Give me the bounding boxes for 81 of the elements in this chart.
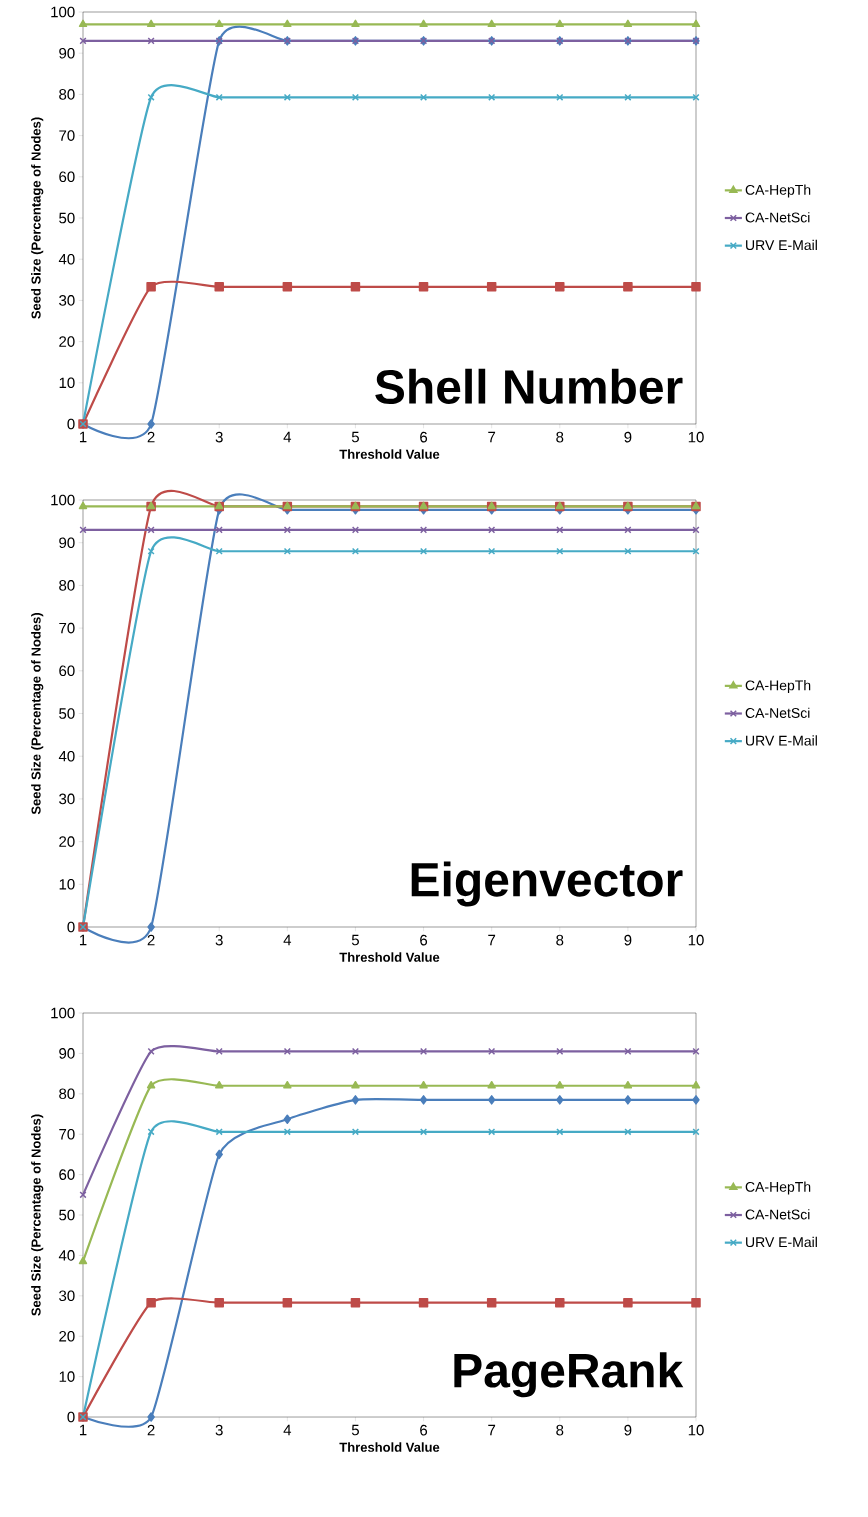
x-tick-label: 3 <box>215 934 223 946</box>
legend-label: CA-HepTh <box>745 184 811 198</box>
legend-label: CA-NetSci <box>745 1209 810 1220</box>
x-tick-label: 2 <box>147 431 155 443</box>
y-tick-label: 60 <box>59 1169 75 1180</box>
x-tick-label: 9 <box>624 1424 632 1436</box>
x-tick-label: 7 <box>488 934 496 946</box>
x-tick-label: 6 <box>420 934 428 946</box>
y-tick-label: 100 <box>51 494 75 506</box>
y-tick-label: 70 <box>59 130 75 141</box>
x-tick-label: 5 <box>351 1424 359 1436</box>
y-tick-label: 20 <box>59 336 75 347</box>
y-tick-label: 20 <box>59 836 75 847</box>
y-tick-label: 40 <box>58 253 75 265</box>
x-tick-label: 8 <box>556 1424 564 1436</box>
y-tick-label: 80 <box>59 1088 75 1100</box>
y-tick-label: 90 <box>59 537 75 549</box>
y-tick-label: 40 <box>58 750 75 762</box>
x-tick-label: 2 <box>147 934 155 946</box>
x-tick-label: 8 <box>556 934 564 946</box>
x-tick-label: 1 <box>79 431 87 443</box>
x-tick-label: 10 <box>688 431 704 443</box>
legend-label: URV E-Mail <box>746 239 817 251</box>
x-tick-label: 5 <box>351 934 359 946</box>
y-tick-label: 60 <box>59 665 75 677</box>
legend-label: CA-HepTh <box>745 680 811 694</box>
y-tick-label: 90 <box>59 1048 75 1059</box>
x-tick-label: 6 <box>420 431 428 443</box>
y-tick-label: 80 <box>59 580 75 591</box>
x-tick-label: 3 <box>215 1424 223 1436</box>
y-tick-label: 30 <box>59 793 75 805</box>
y-axis-title: Seed Size (Percentage of Nodes) <box>31 613 44 815</box>
y-tick-label: 50 <box>59 708 75 719</box>
x-tick-label: 10 <box>688 934 704 946</box>
legend-label: URV E-Mail <box>746 1236 817 1248</box>
x-tick-label: 8 <box>556 431 564 443</box>
y-tick-label: 60 <box>59 171 75 183</box>
y-tick-label: 30 <box>59 295 75 306</box>
y-tick-label: 70 <box>59 622 75 634</box>
y-tick-label: 70 <box>59 1128 75 1140</box>
legend-label: CA-NetSci <box>745 212 810 223</box>
x-tick-label: 9 <box>624 934 632 946</box>
x-tick-label: 10 <box>688 1424 704 1436</box>
y-tick-label: 0 <box>67 921 75 933</box>
y-tick-label: 80 <box>59 89 75 100</box>
y-tick-label: 100 <box>51 6 75 18</box>
legend-label: CA-HepTh <box>745 1181 811 1195</box>
x-tick-label: 9 <box>624 431 632 443</box>
x-tick-label: 4 <box>283 1424 292 1436</box>
y-tick-label: 20 <box>59 1330 75 1342</box>
x-tick-label: 6 <box>420 1424 428 1436</box>
y-tick-label: 50 <box>59 1209 75 1221</box>
x-tick-label: 2 <box>147 1424 155 1436</box>
x-axis-title: Threshold Value <box>339 952 440 962</box>
y-tick-label: 10 <box>59 377 75 389</box>
legend-label: CA-NetSci <box>745 707 810 718</box>
x-axis-title: Threshold Value <box>339 449 440 459</box>
y-tick-label: 100 <box>51 1007 75 1019</box>
x-tick-label: 7 <box>488 431 496 443</box>
y-tick-label: 0 <box>67 1411 75 1423</box>
y-tick-label: 10 <box>59 1371 75 1382</box>
legend-label: URV E-Mail <box>746 735 817 746</box>
y-tick-label: 10 <box>59 879 75 890</box>
x-axis-title: Threshold Value <box>339 1442 440 1452</box>
y-axis-title: Seed Size (Percentage of Nodes) <box>31 117 44 319</box>
x-tick-label: 1 <box>79 934 87 946</box>
x-tick-label: 7 <box>488 1424 496 1436</box>
x-tick-label: 3 <box>215 431 223 443</box>
y-tick-label: 40 <box>58 1250 75 1261</box>
text: PageRank <box>454 1352 684 1398</box>
text: Eigenvector <box>411 861 683 907</box>
x-tick-label: 1 <box>79 1424 87 1436</box>
x-tick-label: 4 <box>283 934 292 946</box>
y-tick-label: 90 <box>59 47 75 59</box>
x-tick-label: 5 <box>351 431 359 443</box>
y-tick-label: 30 <box>59 1290 75 1302</box>
y-tick-label: 50 <box>59 212 75 224</box>
y-axis-title: Seed Size (Percentage of Nodes) <box>31 1114 44 1316</box>
x-tick-label: 4 <box>283 431 292 443</box>
y-tick-label: 0 <box>67 418 75 430</box>
text: Shell Number <box>375 368 683 404</box>
